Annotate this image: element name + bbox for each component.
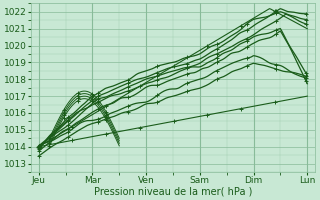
X-axis label: Pression niveau de la mer( hPa ): Pression niveau de la mer( hPa ) <box>94 187 252 197</box>
